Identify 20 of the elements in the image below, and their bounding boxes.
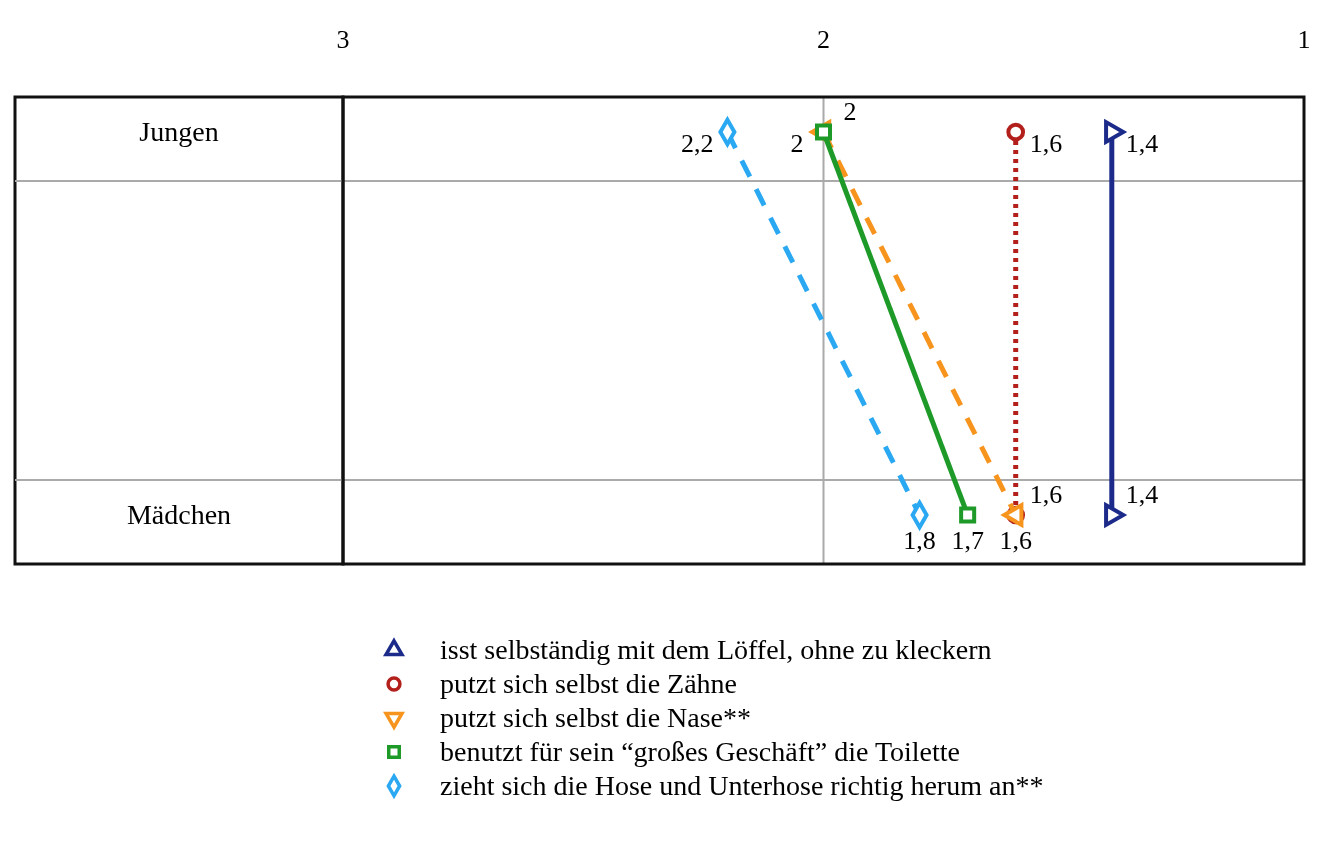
data-label: 1,4: [1125, 480, 1159, 509]
data-label: 1,8: [903, 526, 936, 555]
x-tick-label: 3: [336, 25, 350, 54]
legend-label: putzt sich selbst die Zähne: [440, 668, 738, 699]
y-tick-label: Mädchen: [126, 499, 232, 530]
legend-label: benutzt für sein “großes Geschäft” die Toilette: [440, 736, 960, 767]
x-tick-label: 2: [817, 25, 830, 54]
legend-label: zieht sich die Hose und Unterhose richtig herum an**: [440, 770, 1044, 801]
data-label: 1,7: [951, 526, 984, 555]
legend-label: isst selbständig mit dem Löffel, ohne zu kleckern: [440, 634, 992, 665]
x-tick-label: 1: [1297, 25, 1311, 54]
data-label: 2,2: [680, 129, 714, 158]
data-label: 1,6: [1029, 129, 1063, 158]
data-label: 1,4: [1125, 129, 1159, 158]
data-label: 1,6: [1029, 480, 1063, 509]
data-label: 1,6: [999, 526, 1032, 555]
legend-label: putzt sich selbst die Nase**: [440, 702, 752, 733]
data-label: 2: [790, 129, 804, 158]
y-tick-label: Jungen: [139, 116, 219, 147]
data-label: 2: [843, 97, 857, 126]
